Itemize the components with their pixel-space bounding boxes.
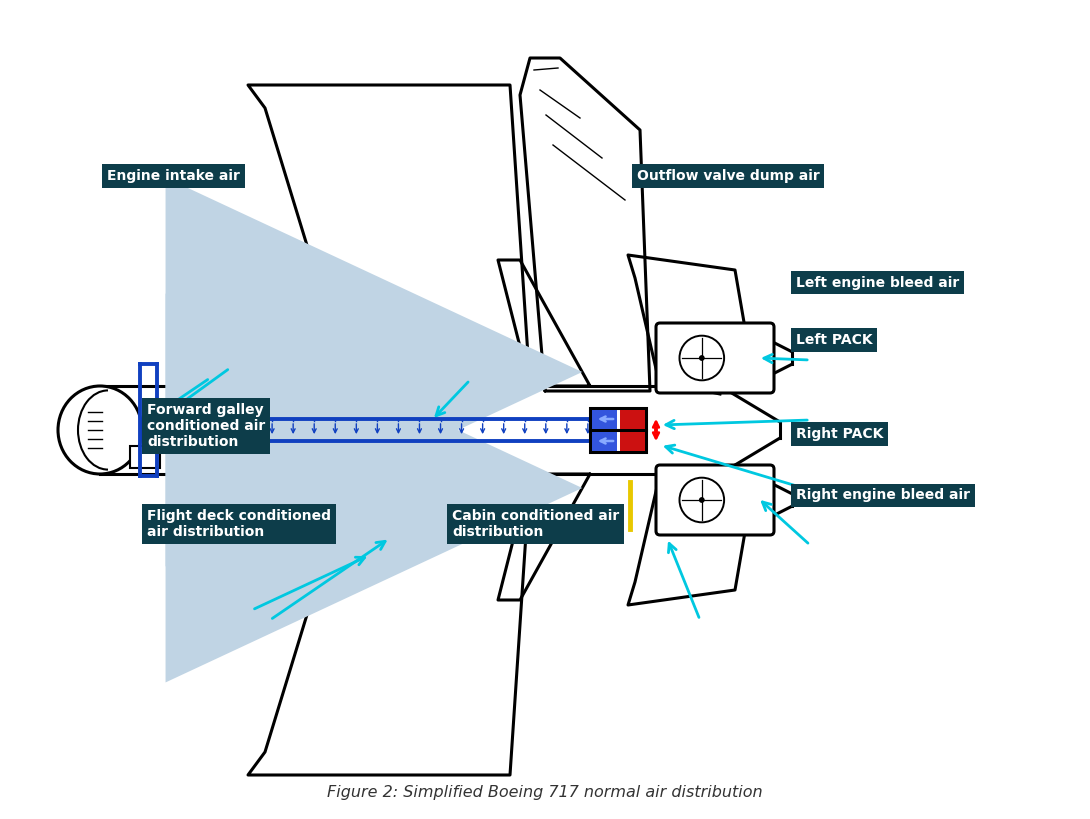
Polygon shape: [498, 474, 590, 600]
Text: Right PACK: Right PACK: [796, 427, 883, 441]
Circle shape: [699, 497, 705, 503]
Bar: [592, 432, 617, 450]
Bar: [590, 430, 646, 452]
Bar: [619, 410, 644, 428]
FancyBboxPatch shape: [656, 465, 774, 535]
Text: Forward galley
conditioned air
distribution: Forward galley conditioned air distribut…: [147, 403, 265, 449]
Text: Flight deck conditioned
air distribution: Flight deck conditioned air distribution: [147, 509, 331, 539]
Text: Outflow valve dump air: Outflow valve dump air: [637, 169, 820, 183]
Polygon shape: [249, 85, 530, 386]
Polygon shape: [628, 474, 755, 605]
Text: Right engine bleed air: Right engine bleed air: [796, 488, 970, 503]
Text: Figure 2: Simplified Boeing 717 normal air distribution: Figure 2: Simplified Boeing 717 normal a…: [327, 785, 763, 800]
Text: Left PACK: Left PACK: [796, 333, 872, 347]
Polygon shape: [498, 260, 590, 386]
FancyBboxPatch shape: [656, 323, 774, 393]
Polygon shape: [628, 255, 755, 386]
Bar: [590, 408, 646, 430]
Text: Left engine bleed air: Left engine bleed air: [796, 275, 959, 290]
Bar: [592, 410, 617, 428]
Polygon shape: [249, 474, 530, 775]
Circle shape: [699, 355, 705, 361]
Text: Cabin conditioned air
distribution: Cabin conditioned air distribution: [452, 509, 619, 539]
Ellipse shape: [58, 386, 142, 474]
Bar: [130, 446, 160, 468]
Bar: [619, 432, 644, 450]
Polygon shape: [520, 58, 650, 391]
Text: Engine intake air: Engine intake air: [107, 169, 240, 183]
